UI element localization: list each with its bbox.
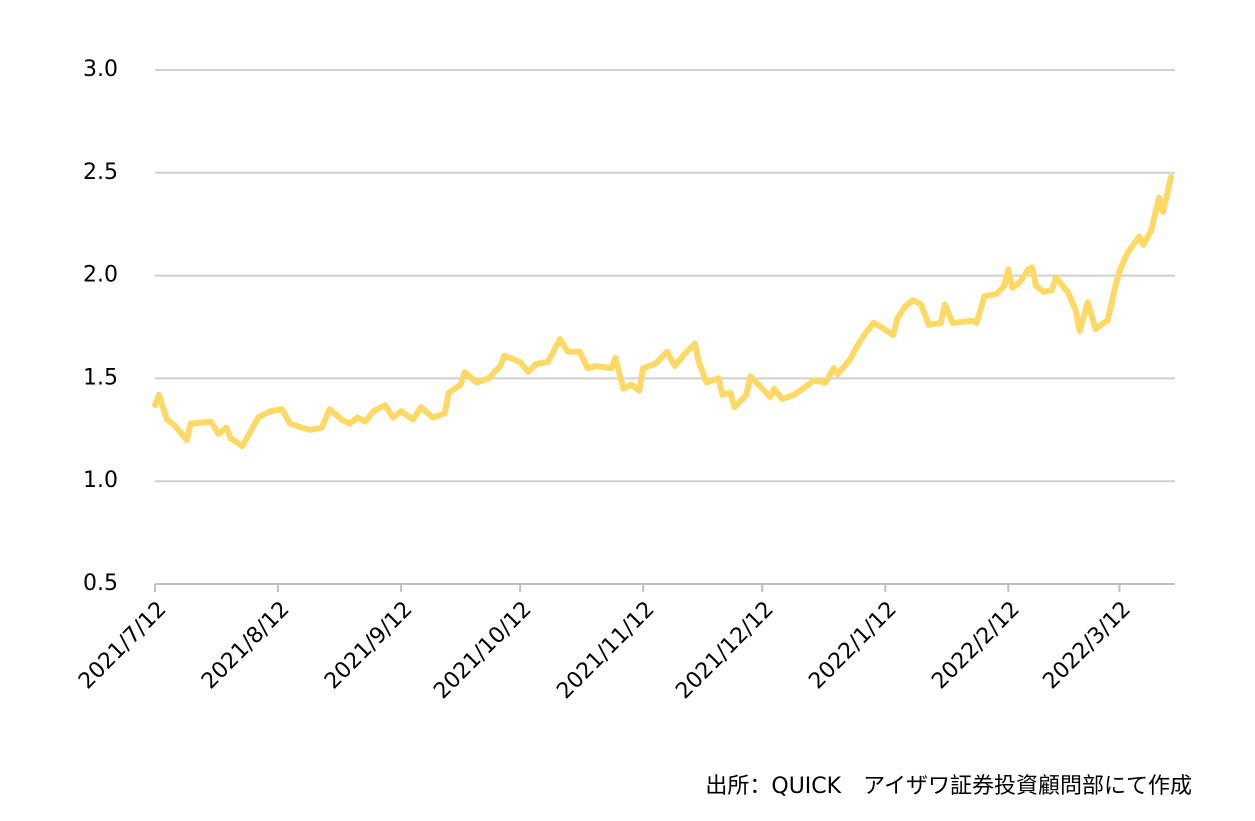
x-tick-label: 2022/3/12 xyxy=(1038,597,1135,694)
y-tick-label: 1.5 xyxy=(83,365,118,390)
x-tick-label: 2021/7/12 xyxy=(74,597,171,694)
y-tick-label: 2.0 xyxy=(83,263,118,288)
x-tick-label: 2021/12/12 xyxy=(671,597,778,704)
y-tick-label: 0.5 xyxy=(83,571,118,596)
y-tick-label: 3.0 xyxy=(83,57,118,82)
y-tick-label: 1.0 xyxy=(83,468,118,493)
x-tick-label: 2022/2/12 xyxy=(927,597,1024,694)
source-note: 出所：QUICK アイザワ証券投資顧問部にて作成 xyxy=(705,774,1192,799)
x-tick-label: 2021/9/12 xyxy=(320,597,417,694)
data-line xyxy=(152,173,1174,450)
x-tick-label: 2021/8/12 xyxy=(197,597,294,694)
x-tick-label: 2022/1/12 xyxy=(804,597,901,694)
y-tick-label: 2.5 xyxy=(83,160,118,185)
x-tick-label: 2021/11/12 xyxy=(552,597,659,704)
x-tick-label: 2021/10/12 xyxy=(429,597,536,704)
